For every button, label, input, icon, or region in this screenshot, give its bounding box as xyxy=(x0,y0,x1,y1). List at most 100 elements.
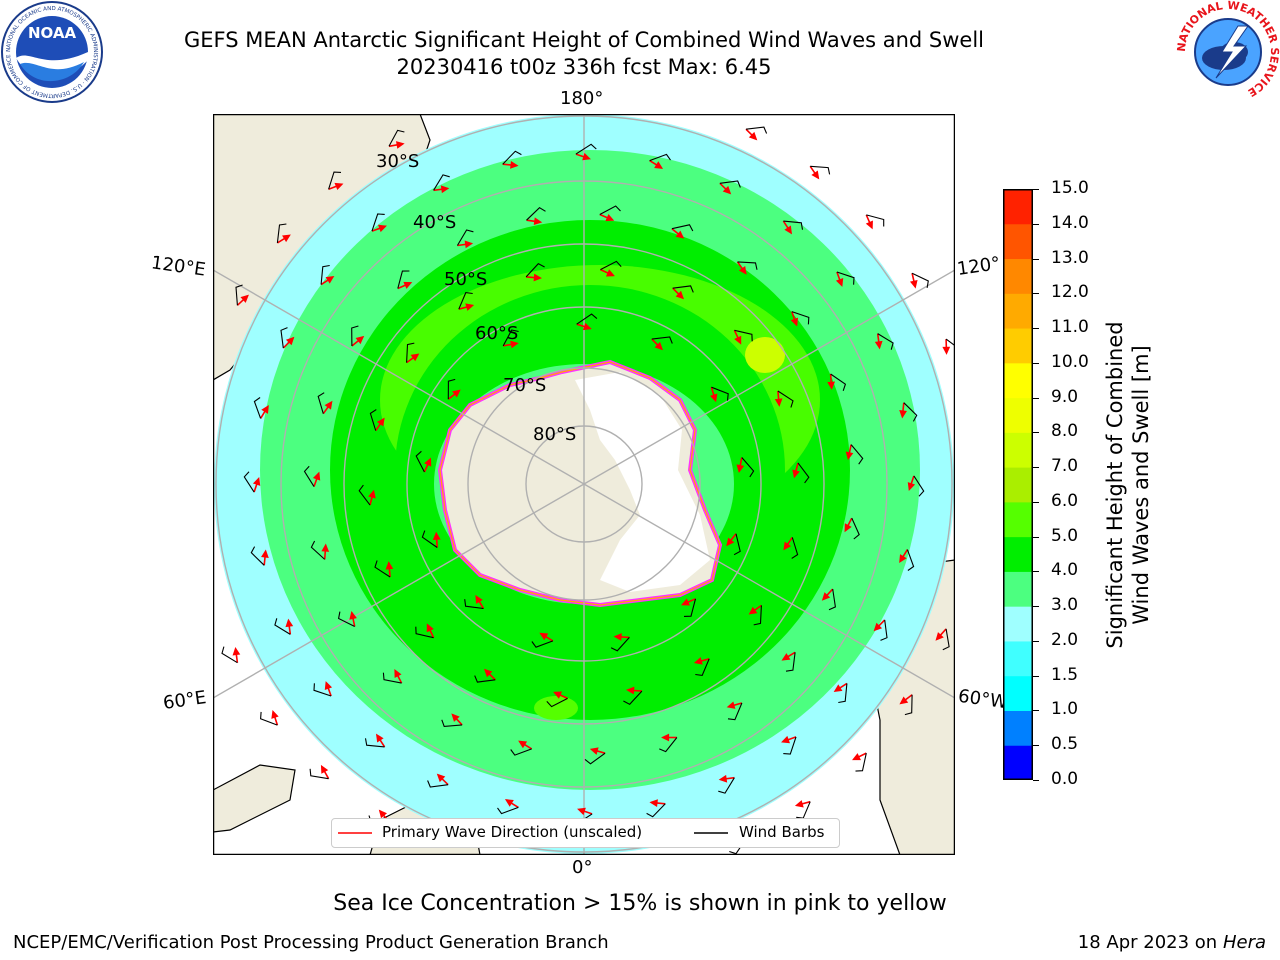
wind-barb xyxy=(421,530,438,548)
wave-arrow-head xyxy=(790,317,799,327)
colorbar-tick-label: 0.5 xyxy=(1051,734,1079,755)
wind-barb xyxy=(397,270,410,289)
wave-arrow-head xyxy=(321,543,330,552)
wave-arrow-head xyxy=(465,303,475,311)
wind-barb xyxy=(810,165,831,175)
wave-arrow-head xyxy=(368,489,376,499)
wave-arrow-head xyxy=(426,623,434,633)
colorbar-swatch xyxy=(1003,536,1033,572)
colorbar-swatch xyxy=(1003,571,1033,607)
wind-barb xyxy=(531,640,554,648)
wave-arrow-head xyxy=(827,381,836,390)
wind-barb xyxy=(737,261,758,270)
wave-arrow-head xyxy=(334,182,344,191)
wind-barb xyxy=(683,598,697,617)
wave-arrow-head xyxy=(424,457,432,467)
wave-arrow-head xyxy=(942,346,951,355)
wind-barb xyxy=(502,329,519,347)
wind-barb xyxy=(374,560,391,578)
wind-barb xyxy=(406,342,415,363)
wind-barb xyxy=(610,637,630,652)
colorbar-tick-label: 3.0 xyxy=(1051,595,1079,616)
wind-barb xyxy=(427,780,449,788)
wave-arrow-head xyxy=(475,594,483,604)
wind-barb xyxy=(791,537,799,559)
colorbar-label-line2: Wind Waves and Swell [m] xyxy=(1129,345,1153,625)
wave-arrow-head xyxy=(794,800,804,808)
meridian-label-120w: 120° xyxy=(955,253,1002,280)
wind-barb xyxy=(250,546,265,566)
wave-arrow-head xyxy=(582,152,591,161)
colorbar-swatch xyxy=(1003,640,1033,677)
wind-barb xyxy=(309,768,329,780)
wind-barb xyxy=(584,752,606,765)
colorbar-tick-label: 6.0 xyxy=(1051,490,1079,511)
wave-arrow-head xyxy=(681,598,690,606)
wind-barb xyxy=(734,329,753,342)
colorbar-tick-mark xyxy=(1033,189,1039,190)
wave-arrow-head xyxy=(605,214,615,222)
wave-arrow-head xyxy=(539,632,549,641)
wind-barb xyxy=(320,264,330,285)
colorbar-tick-mark xyxy=(1033,780,1039,781)
colorbar-swatch xyxy=(1003,710,1033,746)
wind-barb xyxy=(913,475,925,497)
footer-date: 18 Apr 2023 on Hera xyxy=(1078,932,1266,953)
wave-arrow-head xyxy=(821,592,831,601)
wind-barb xyxy=(497,806,519,815)
lat-label-80s: 80°S xyxy=(533,424,577,445)
legend-primary-wave: Primary Wave Direction (unscaled) xyxy=(382,823,643,841)
wind-barb xyxy=(415,626,434,639)
wind-barb xyxy=(695,658,710,676)
lat-label-70s: 70°S xyxy=(503,375,547,396)
wind-barb xyxy=(303,465,315,487)
wind-barb xyxy=(253,397,262,419)
wind-barb xyxy=(880,619,888,641)
wind-barb xyxy=(711,386,729,401)
colorbar-tick-mark xyxy=(1033,258,1039,260)
wave-arrow-head xyxy=(577,807,586,816)
wave-arrow-head xyxy=(783,541,792,551)
wind-barb xyxy=(855,752,867,772)
colorbar-tick-mark xyxy=(1033,710,1039,712)
wave-arrow-head xyxy=(325,275,335,284)
wind-barb xyxy=(525,263,545,278)
wave-arrow-head xyxy=(378,224,387,233)
wave-arrow-head xyxy=(748,131,758,141)
wave-arrow-head xyxy=(385,561,394,570)
wave-arrow-head xyxy=(722,185,732,195)
wind-barb xyxy=(659,737,678,753)
wave-arrow-head xyxy=(484,668,493,678)
colorbar-tick-mark xyxy=(1033,606,1039,608)
colorbar-swatch xyxy=(1003,328,1033,364)
colorbar-tick-label: 13.0 xyxy=(1051,247,1089,268)
wind-barb xyxy=(600,260,622,271)
wave-arrow-head xyxy=(355,335,365,345)
wind-barbs xyxy=(221,126,955,855)
wind-barb xyxy=(904,694,913,716)
wind-barb xyxy=(235,284,243,306)
wave-arrow-head xyxy=(613,633,622,641)
colorbar-tick-mark xyxy=(1033,467,1039,469)
colorbar-tick-mark xyxy=(1033,675,1039,677)
wind-barb xyxy=(364,738,385,748)
wind-barb xyxy=(276,223,287,243)
wave-arrow-head xyxy=(553,691,563,699)
wave-arrow-head xyxy=(464,240,474,249)
wave-arrow-head xyxy=(349,610,357,620)
wave-arrow-head xyxy=(440,185,450,194)
wave-arrow-head xyxy=(909,279,918,289)
wave-arrow-head xyxy=(271,710,279,719)
colorbar-swatch xyxy=(1003,606,1033,642)
polar-map xyxy=(212,113,956,856)
meridian-label-0: 0° xyxy=(572,857,593,878)
wind-barb xyxy=(328,171,342,190)
wind-barb xyxy=(945,338,955,347)
noaa-logo: NOAA NATIONAL OCEANIC AND ATMOSPHERIC AD… xyxy=(0,0,104,104)
wave-arrow-head xyxy=(811,170,820,180)
wind-barb xyxy=(243,471,255,493)
wind-barb xyxy=(866,214,885,227)
wind-barb xyxy=(337,611,355,627)
wind-barb xyxy=(576,313,598,325)
colorbar-tick-mark xyxy=(1033,432,1039,434)
